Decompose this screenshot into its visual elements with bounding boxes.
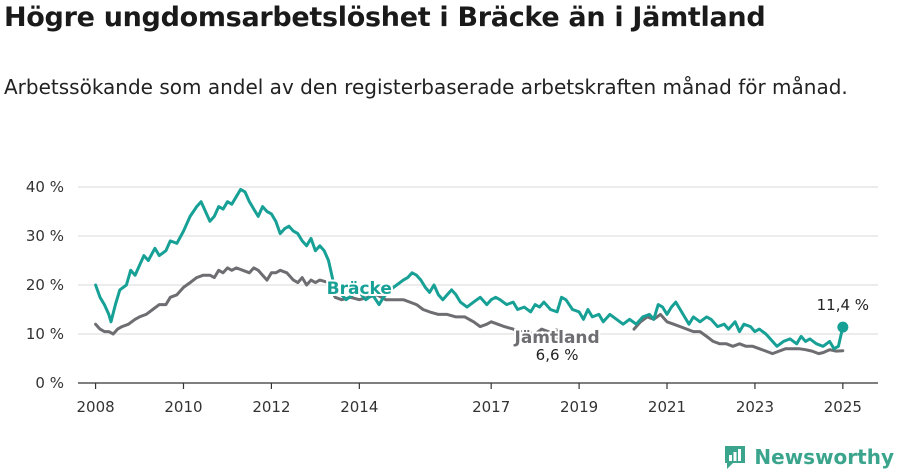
- y-tick-label: 40 %: [26, 178, 64, 196]
- x-tick-label: 2014: [340, 398, 378, 416]
- y-tick-label: 0 %: [35, 374, 64, 392]
- x-tick-label: 2023: [736, 398, 774, 416]
- end-point-jamtland: [551, 328, 563, 340]
- brand: Newsworthy: [723, 444, 894, 470]
- end-label-bracke: 11,4 %: [817, 296, 869, 314]
- series-line-jamtland: [94, 266, 559, 336]
- newsworthy-logo-icon: [725, 446, 746, 469]
- x-tick-label: 2010: [164, 398, 202, 416]
- x-tick-label: 2019: [560, 398, 598, 416]
- x-tick-label: 2025: [824, 398, 862, 416]
- end-point-bracke: [837, 321, 849, 333]
- x-tick-label: 2017: [472, 398, 510, 416]
- y-tick-label: 20 %: [26, 276, 64, 294]
- y-axis-ticks: 0 % 10 % 20 % 30 % 40 %: [26, 178, 64, 392]
- y-tick-label: 10 %: [26, 325, 64, 343]
- series-line-bracke: [94, 187, 845, 351]
- x-tick-label: 2021: [648, 398, 686, 416]
- brand-name: Newsworthy: [754, 445, 894, 469]
- series-line-jamtland: [632, 312, 845, 356]
- x-tick-label: 2012: [252, 398, 290, 416]
- series-lines: [94, 187, 849, 356]
- series-labels: 6,6 % 11,4 % Bräcke Jämtland: [325, 277, 869, 364]
- x-axis-ticks: 2008 2010 2012 2014 2017 2019 2021 2023 2025: [76, 383, 862, 416]
- chart-subtitle: Arbetssökande som andel av den registerb…: [4, 75, 848, 99]
- y-tick-label: 30 %: [26, 227, 64, 245]
- chart-title: Högre ungdomsarbetslöshet i Bräcke än i …: [4, 2, 766, 33]
- series-label-bracke: Bräcke: [327, 279, 392, 299]
- end-label-jamtland: 6,6 %: [536, 346, 579, 364]
- series-label-jamtland: Jämtland: [514, 328, 600, 348]
- x-tick-label: 2008: [76, 398, 114, 416]
- gridlines: [78, 186, 878, 384]
